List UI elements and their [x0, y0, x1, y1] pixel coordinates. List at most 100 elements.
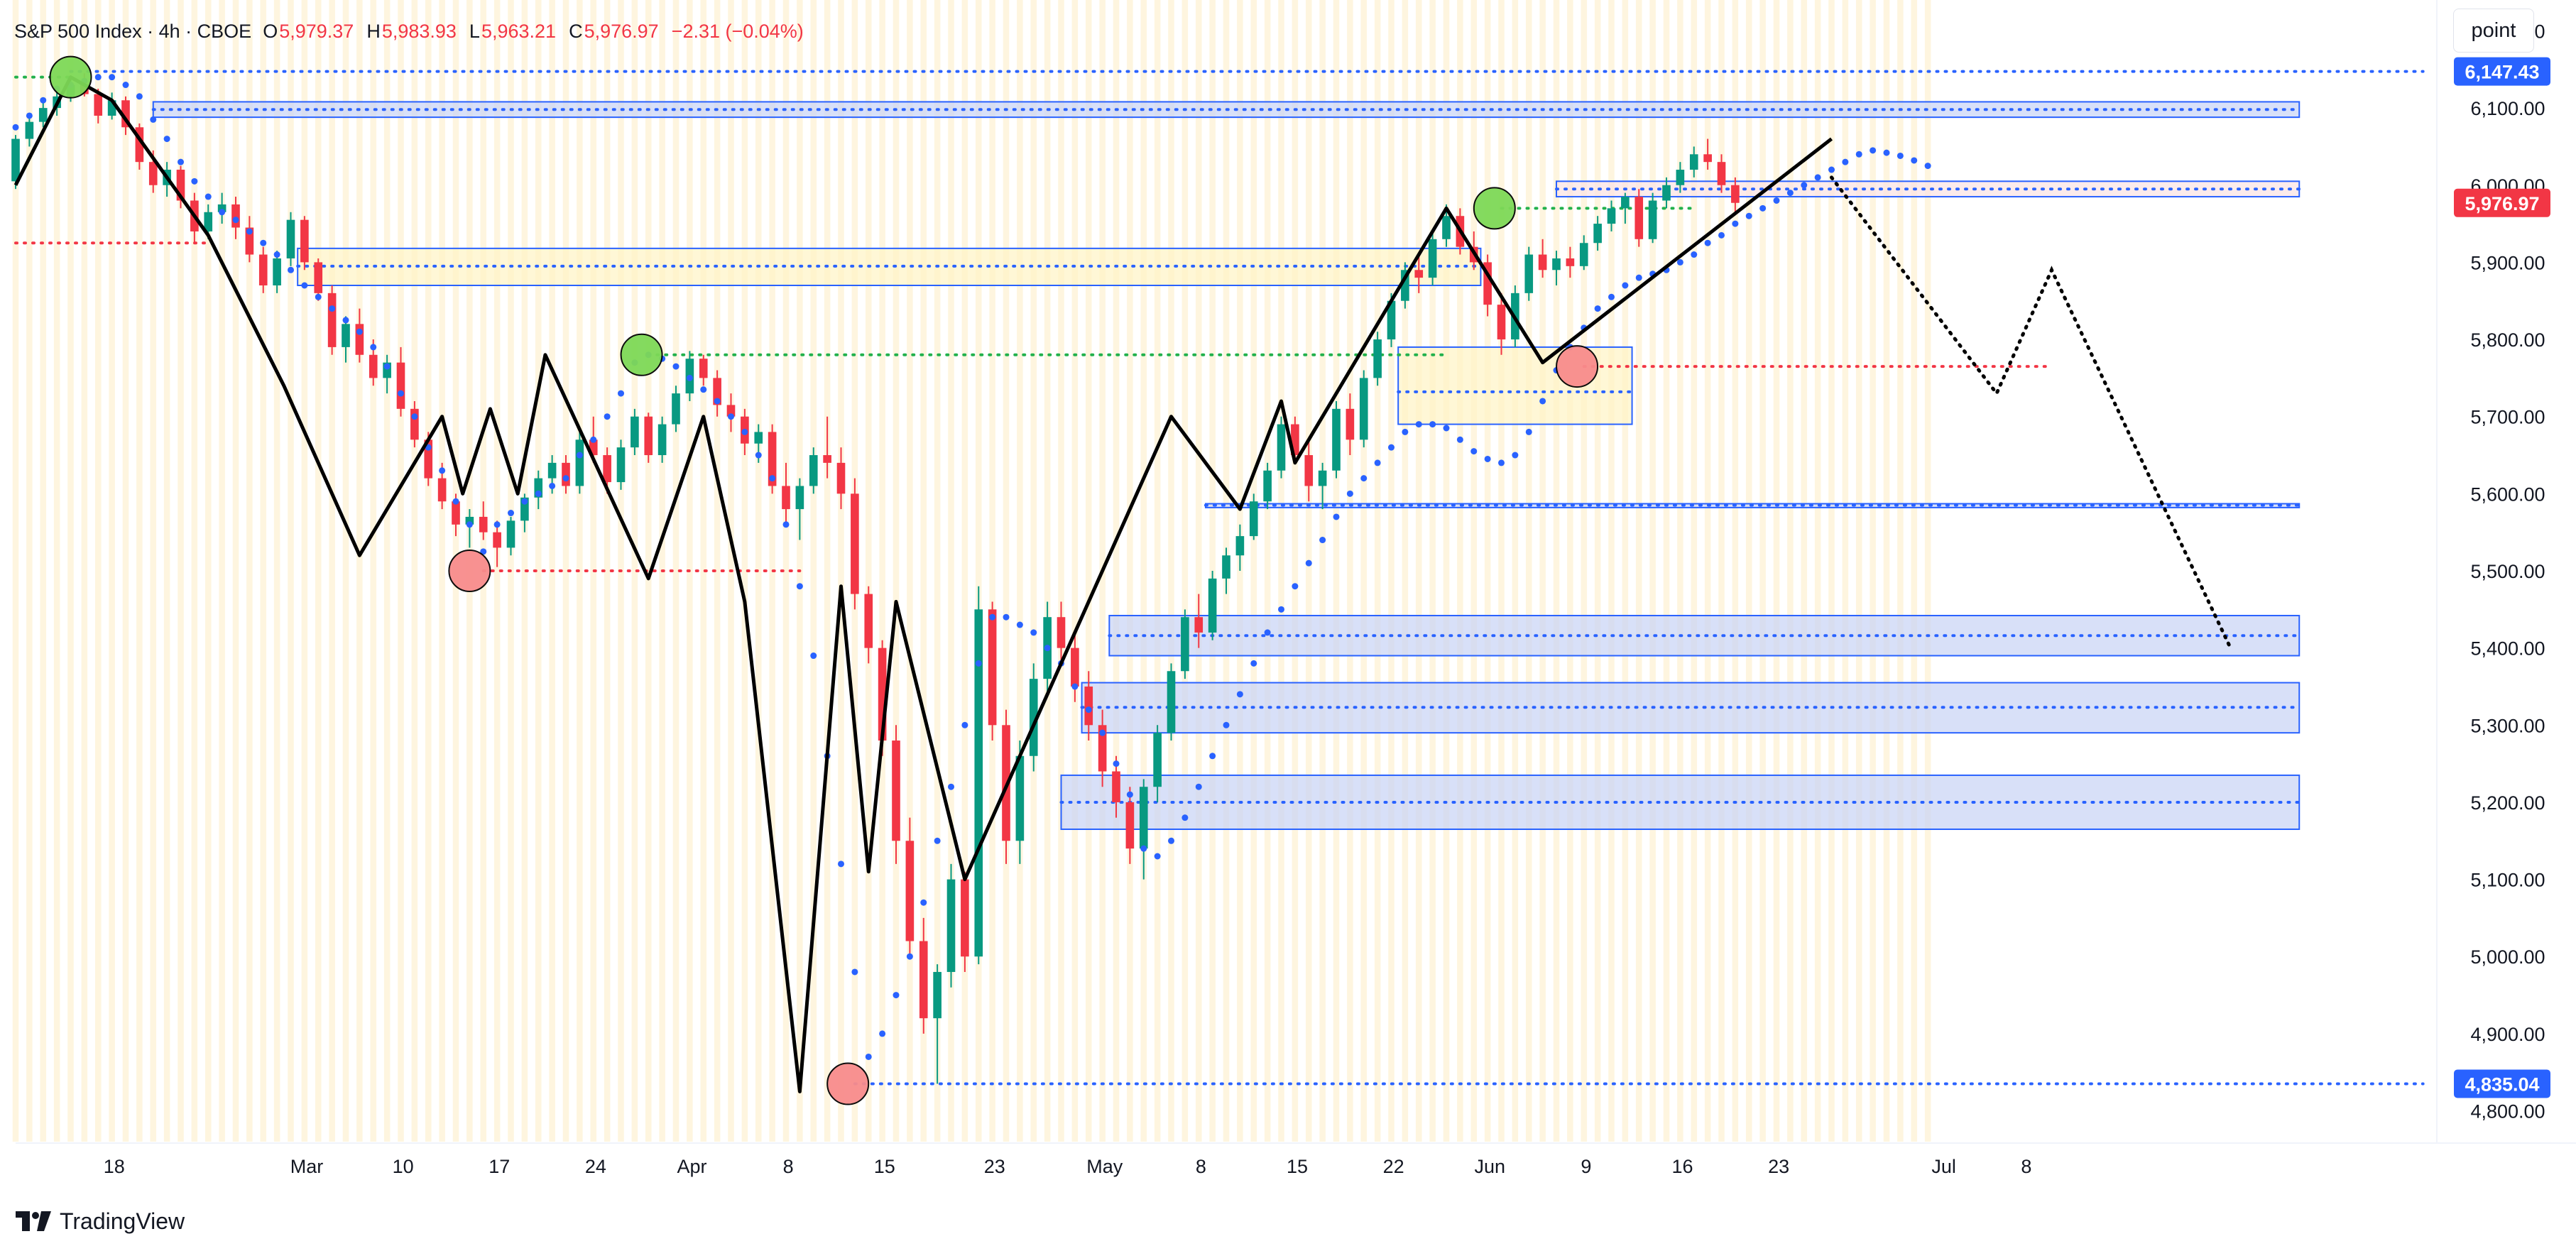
candle — [1318, 462, 1327, 510]
price-tick-label: 5,400.00 — [2470, 638, 2545, 660]
sar-dot — [810, 652, 817, 660]
low-value: 5,963.21 — [481, 20, 557, 42]
session-stripe — [53, 0, 60, 1142]
candle — [1084, 671, 1093, 741]
zone-box — [1397, 346, 1633, 425]
sar-dot — [1470, 448, 1478, 455]
candle-body — [657, 424, 667, 456]
sar-dot — [1374, 459, 1381, 466]
candle-body — [988, 609, 997, 726]
session-stripe — [961, 0, 968, 1142]
candle-body — [176, 170, 185, 201]
sar-dot — [975, 660, 982, 667]
sar-dot — [1801, 182, 1808, 189]
session-stripe — [1127, 0, 1133, 1142]
sar-dot — [1071, 683, 1079, 690]
session-stripe — [1828, 0, 1835, 1142]
session-stripe — [562, 0, 569, 1142]
candle — [286, 212, 295, 266]
swing-markers-layer — [49, 55, 1599, 1105]
session-stripe — [1030, 0, 1037, 1142]
candle — [1332, 400, 1341, 479]
session-stripe — [631, 0, 638, 1142]
candle — [1621, 192, 1630, 224]
low-label: L — [469, 20, 480, 42]
session-stripe — [1691, 0, 1698, 1142]
candle-body — [1717, 162, 1726, 185]
session-stripe — [1017, 0, 1023, 1142]
session-stripe — [1181, 0, 1189, 1142]
sar-dot — [1292, 583, 1299, 590]
candle — [217, 192, 227, 224]
session-stripe — [246, 0, 253, 1142]
sar-dot — [1691, 251, 1698, 258]
candle-body — [506, 520, 515, 548]
candle — [1235, 524, 1245, 571]
candle-body — [974, 609, 983, 957]
candle-body — [946, 879, 956, 972]
candle-body — [107, 100, 116, 116]
session-stripe — [1924, 0, 1931, 1142]
candle-body — [1359, 378, 1368, 440]
sar-dot — [1814, 174, 1821, 181]
session-stripe — [907, 0, 913, 1142]
candle — [1607, 200, 1616, 231]
candle-body — [1332, 408, 1341, 471]
sar-dot — [480, 548, 487, 555]
session-stripe — [1360, 0, 1368, 1142]
candle — [1249, 493, 1258, 540]
session-stripe — [1071, 0, 1079, 1142]
candle-body — [603, 455, 611, 483]
candle — [1153, 725, 1162, 802]
point-button[interactable]: point — [2453, 9, 2534, 53]
brand-footer[interactable]: TradingView — [16, 1207, 185, 1235]
candle — [1566, 246, 1575, 278]
sar-dot — [1883, 149, 1890, 156]
time-tick-label: 8 — [2021, 1156, 2031, 1177]
price-badges-layer: 6,147.43 5,976.97 4,835.04 — [2454, 57, 2550, 1098]
sar-dot — [1759, 204, 1767, 212]
sar-dot — [989, 613, 996, 621]
session-stripe — [342, 0, 349, 1142]
time-axis[interactable]: 18 Mar 10 17 24 Apr 8 15 23 May 8 15 22 Jun 9 16 23 Jul 8 — [104, 1156, 2032, 1177]
sar-dot — [1016, 621, 1023, 628]
sar-dot — [1773, 197, 1780, 204]
sar-dot — [782, 521, 790, 528]
sar-dot — [618, 390, 624, 397]
session-stripe — [1581, 0, 1588, 1142]
zones-layer — [151, 101, 2301, 830]
sar-dot — [741, 428, 748, 435]
session-stripe — [1498, 0, 1505, 1142]
candle-body — [589, 439, 598, 456]
session-stripe — [26, 0, 33, 1142]
price-tick-label: 4,800.00 — [2470, 1101, 2545, 1122]
sar-dot — [535, 490, 542, 497]
candle-body — [1249, 501, 1258, 537]
candle — [795, 478, 804, 540]
time-tick-label: 22 — [1383, 1156, 1404, 1177]
high-label: H — [366, 20, 381, 42]
candle-body — [1263, 470, 1272, 502]
candle — [933, 964, 942, 1084]
session-stripe — [67, 0, 74, 1142]
sar-dot — [1608, 293, 1615, 300]
symbol-title[interactable]: S&P 500 Index · 4h · CBOE — [14, 20, 252, 42]
session-stripe — [824, 0, 831, 1142]
price-axis[interactable]: 6,200.006,100.006,000.005,900.005,800.00… — [2470, 21, 2545, 1122]
price-tick-label: 5,500.00 — [2470, 561, 2545, 582]
candle — [562, 455, 570, 494]
candle — [342, 316, 350, 363]
candle — [327, 285, 337, 355]
sar-dot — [136, 93, 143, 100]
session-stripe — [178, 0, 184, 1142]
candle — [1029, 663, 1038, 772]
sar-dot — [948, 783, 954, 790]
candle — [245, 216, 254, 263]
sar-dot — [1250, 660, 1257, 667]
sar-dot — [1264, 629, 1271, 636]
sar-dot — [521, 498, 528, 505]
candle-body — [1167, 671, 1176, 733]
candle — [1346, 393, 1355, 456]
candle-body — [25, 121, 34, 139]
